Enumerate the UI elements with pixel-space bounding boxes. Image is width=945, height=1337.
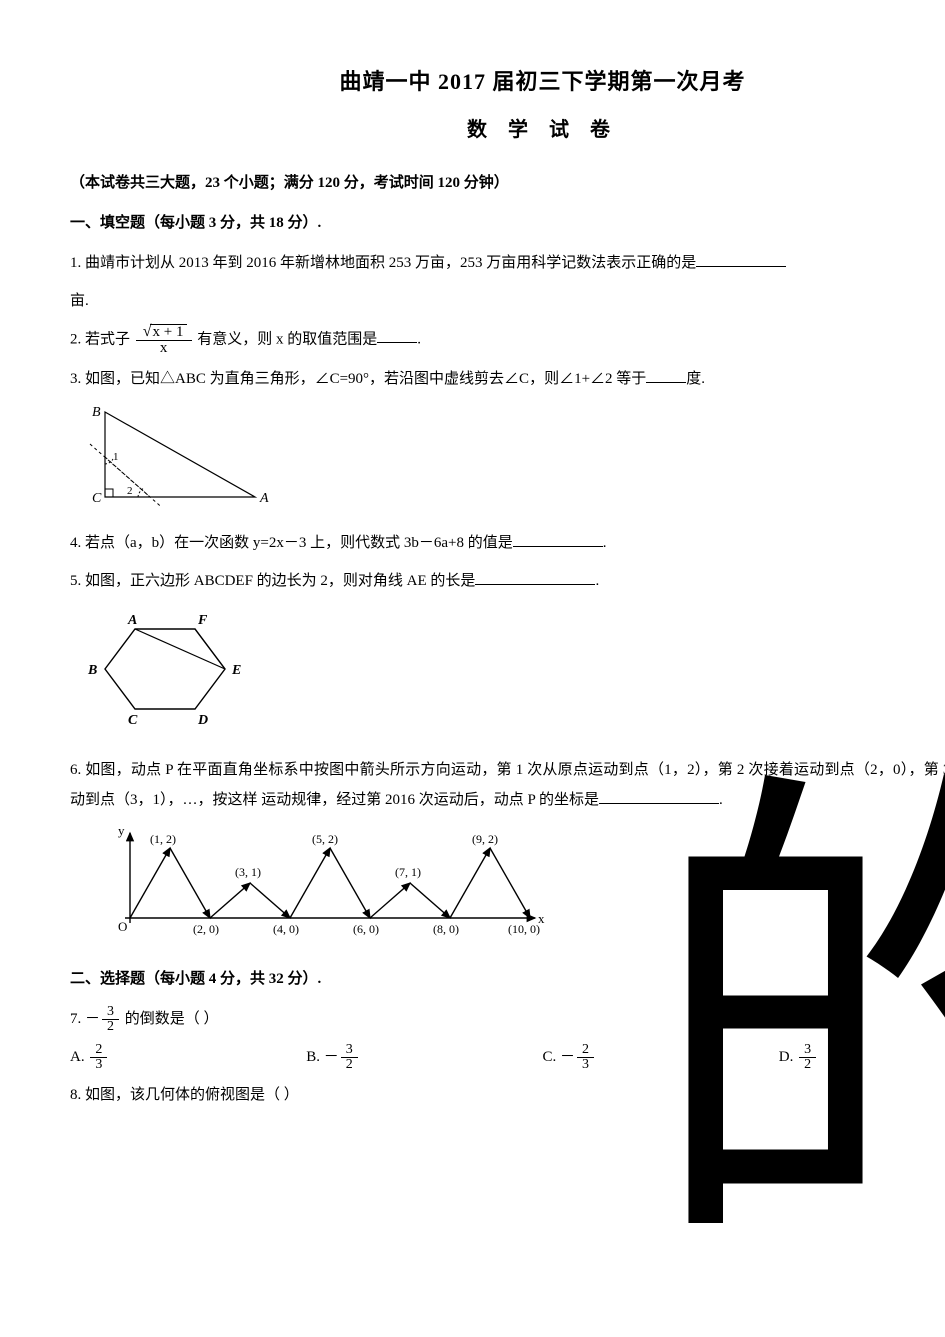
question-7: 7. － 3 2 的倒数是（ ） (70, 1004, 945, 1034)
fig5-A: A (127, 613, 137, 628)
q7-opt-a-label: A. (70, 1042, 85, 1072)
q3-text-b: 度. (686, 371, 705, 387)
q2-text-b: 有意义，则 x 的取值范围是 (197, 331, 377, 347)
question-6: 6. 如图，动点 P 在平面直角坐标系中按图中箭头所示方向运动，第 1 次从原点… (70, 755, 945, 815)
figure-6: y x O (1, 2) (5, 2) (9, 2) (3, 1) (7, 1)… (80, 823, 945, 954)
fig3-A: A (259, 491, 269, 506)
question-1: 1. 曲靖市计划从 2013 年到 2016 年新增林地面积 253 万亩，25… (70, 248, 945, 278)
q1-blank (696, 253, 786, 268)
q7-opt-c-label: C. (543, 1042, 557, 1072)
title-line-1: 曲靖一中 2017 届初三下学期第一次月考 (70, 60, 945, 104)
question-8: 8. 如图，该几何体的俯视图是（ ） (70, 1080, 945, 1110)
q8-text: 8. 如图，该几何体的俯视图是（ ） (70, 1087, 299, 1103)
fig6-p92: (9, 2) (472, 832, 498, 846)
fig5-D: D (197, 713, 208, 728)
q7-opt-c-frac: 2 3 (577, 1043, 594, 1072)
fig6-p52: (5, 2) (312, 832, 338, 846)
q2-text-c: . (417, 331, 421, 347)
question-5: 5. 如图，正六边形 ABCDEF 的边长为 2，则对角线 AE 的长是. (70, 566, 945, 596)
q7-opt-d-label: D. (779, 1042, 794, 1072)
question-2: 2. 若式子 x + 1 x 有意义，则 x 的取值范围是. (70, 324, 945, 356)
fig6-O: O (118, 919, 127, 934)
q2-fraction: x + 1 x (136, 324, 192, 356)
q5-blank (475, 571, 595, 586)
question-3: 3. 如图，已知△ABC 为直角三角形，∠C=90°，若沿图中虚线剪去∠C，则∠… (70, 364, 945, 394)
q7-fraction: 3 2 (102, 1005, 119, 1034)
q7-opt-a-frac: 2 3 (90, 1043, 107, 1072)
q4-blank (513, 533, 603, 548)
fig6-p31: (3, 1) (235, 865, 261, 879)
q2-text-a: 2. 若式子 (70, 331, 134, 347)
q7-opt-d: D. 3 2 (779, 1042, 945, 1072)
q7-opt-c-sign: － (560, 1042, 575, 1072)
section-1-header: 一、填空题（每小题 3 分，共 18 分）. (70, 208, 945, 238)
fig6-p20: (2, 0) (193, 922, 219, 936)
q7-opt-a: A. 2 3 (70, 1042, 306, 1072)
q2-blank (377, 329, 417, 344)
section-2-header: 二、选择题（每小题 4 分，共 32 分）. (70, 964, 945, 994)
q7-den: 2 (102, 1020, 119, 1034)
title-line-2: 数 学 试 卷 (70, 110, 945, 150)
q6-blank (599, 790, 719, 805)
fig5-C: C (128, 713, 138, 728)
q6-text-a: 6. 如图，动点 P 在平面直角坐标系中按图中箭头所示方向运动，第 1 次从原点… (70, 762, 945, 808)
q7-sign: － (85, 1011, 100, 1027)
q4-text-a: 4. 若点（a，b）在一次函数 y=2x－3 上，则代数式 3b－6a+8 的值… (70, 535, 513, 551)
fig3-ang2: 2 (127, 485, 133, 497)
q1-text-b: 亩. (70, 293, 89, 309)
q7-text-b: 的倒数是（ ） (121, 1011, 219, 1027)
fig5-E: E (231, 663, 241, 678)
q7-opt-b-label: B. (306, 1042, 320, 1072)
fig3-B: B (92, 405, 101, 420)
q7-text-a: 7. (70, 1011, 85, 1027)
q7-opt-d-frac: 3 2 (799, 1043, 816, 1072)
question-1b: 亩. (70, 286, 945, 316)
q7-num: 3 (102, 1005, 119, 1020)
fig6-p80: (8, 0) (433, 922, 459, 936)
fig6-p60: (6, 0) (353, 922, 379, 936)
figure-3: B C A 1 2 (80, 402, 945, 518)
q5-text-a: 5. 如图，正六边形 ABCDEF 的边长为 2，则对角线 AE 的长是 (70, 573, 475, 589)
q7-opt-b-frac: 3 2 (341, 1043, 358, 1072)
figure-5: A F E D C B (80, 604, 945, 745)
fig6-p71: (7, 1) (395, 865, 421, 879)
fig5-F: F (197, 613, 208, 628)
q6-text-b: . (719, 792, 723, 808)
fig6-y: y (118, 823, 125, 838)
q7-opt-b: B. － 3 2 (306, 1042, 542, 1072)
q2-num: x + 1 (150, 324, 187, 340)
q1-text-a: 1. 曲靖市计划从 2013 年到 2016 年新增林地面积 253 万亩，25… (70, 255, 696, 271)
q3-text-a: 3. 如图，已知△ABC 为直角三角形，∠C=90°，若沿图中虚线剪去∠C，则∠… (70, 371, 646, 387)
q3-blank (646, 369, 686, 384)
question-7-options: A. 2 3 B. － 3 2 C. － 2 3 D. 3 2 (70, 1042, 945, 1072)
fig3-C: C (92, 491, 102, 506)
q4-text-b: . (603, 535, 607, 551)
fig6-p40: (4, 0) (273, 922, 299, 936)
q2-den: x (136, 341, 192, 356)
sqrt-icon: x + 1 (141, 324, 187, 340)
question-4: 4. 若点（a，b）在一次函数 y=2x－3 上，则代数式 3b－6a+8 的值… (70, 528, 945, 558)
q5-text-b: . (595, 573, 599, 589)
q7-opt-b-sign: － (324, 1042, 339, 1072)
fig3-ang1: 1 (113, 451, 119, 463)
q7-opt-c: C. － 2 3 (543, 1042, 779, 1072)
fig5-B: B (87, 663, 97, 678)
exam-meta: （本试卷共三大题，23 个小题；满分 120 分，考试时间 120 分钟） (70, 168, 945, 198)
fig6-p12: (1, 2) (150, 832, 176, 846)
fig6-p100: (10, 0) (508, 922, 540, 936)
